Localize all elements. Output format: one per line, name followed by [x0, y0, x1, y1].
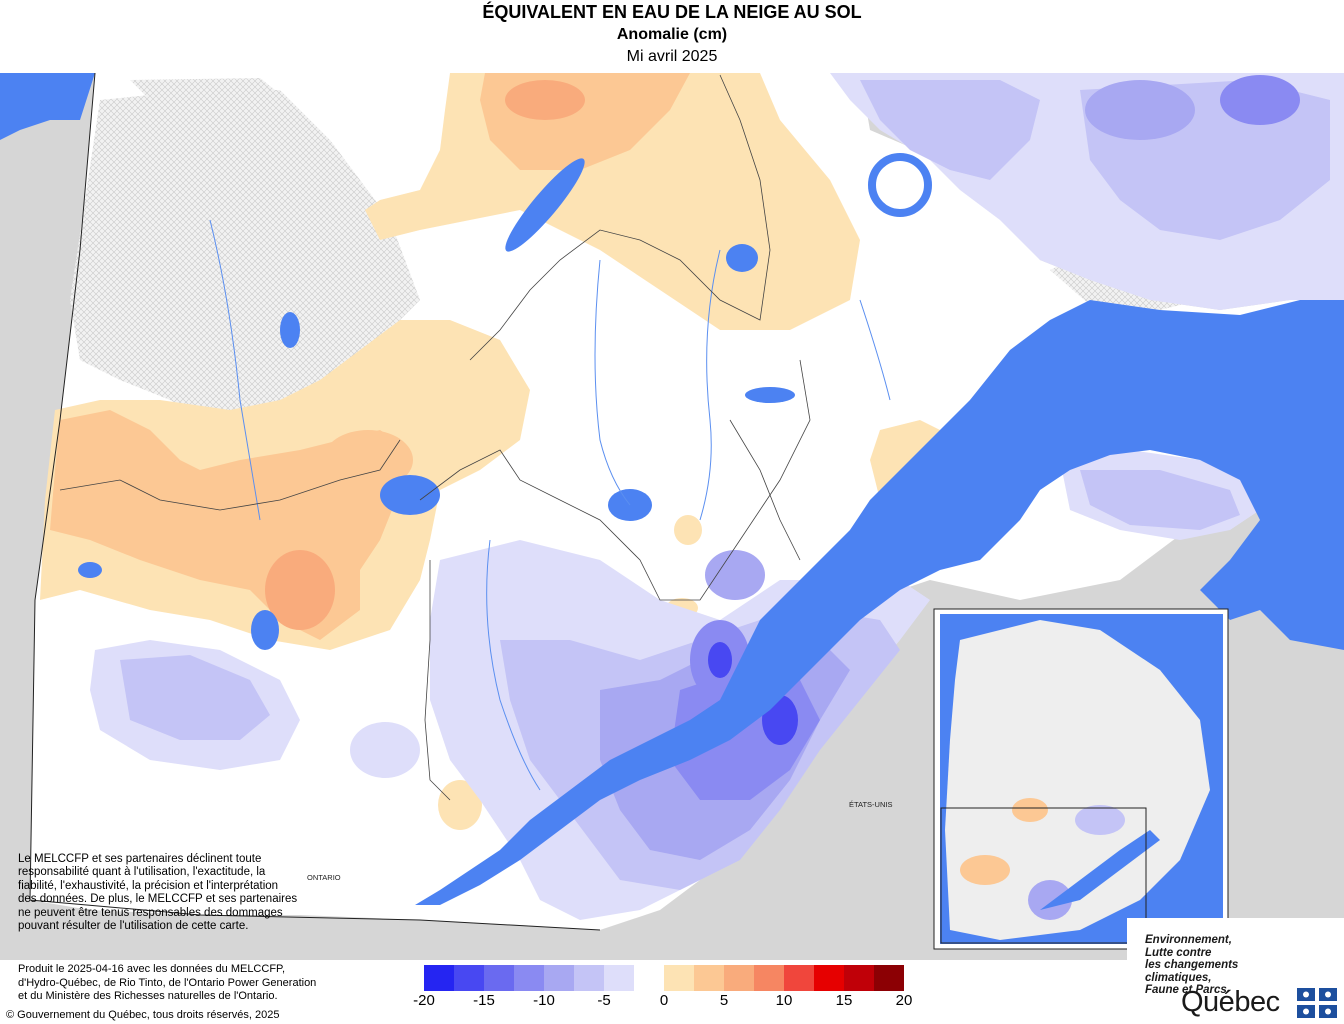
- legend-tick-label: 5: [719, 992, 729, 1009]
- ministry-line-4: climatiques,: [1145, 971, 1212, 984]
- disclaimer-text: Le MELCCFP et ses partenaires déclinent …: [18, 853, 298, 933]
- map-period: Mi avril 2025: [626, 48, 718, 65]
- quebec-wordmark: Québec: [1181, 986, 1280, 1018]
- legend-tick-label: 10: [775, 992, 793, 1009]
- watershed-boundaries: [59, 74, 811, 801]
- legend-swatch: [634, 965, 664, 991]
- copyright-text: © Gouvernement du Québec, tous droits ré…: [6, 1009, 280, 1021]
- quebec-ministry-logo: Environnement, Lutte contre les changeme…: [1127, 918, 1344, 1024]
- production-note: Produit le 2025-04-16 avec les données d…: [18, 963, 316, 1004]
- legend-swatch: [544, 965, 574, 991]
- production-line-1: Produit le 2025-04-16 avec les données d…: [18, 963, 286, 975]
- ministry-line-3: les changements: [1145, 959, 1239, 971]
- legend-tick-label: -10: [533, 992, 555, 1009]
- ontario-label: ONTARIO: [307, 873, 341, 882]
- legend-tick-label: 20: [895, 992, 913, 1009]
- snow-water-equivalent-anomaly-map: [0, 73, 1344, 960]
- hudson-bay: [0, 73, 95, 140]
- map-subtitle: Anomalie (cm): [616, 26, 728, 43]
- usa-label: ÉTATS-UNIS: [849, 800, 893, 809]
- legend-swatch: [664, 965, 694, 991]
- map-title: ÉQUIVALENT EN EAU DE LA NEIGE AU SOL: [482, 2, 862, 22]
- inset-overview-map: [933, 608, 1229, 950]
- legend-swatch: [844, 965, 874, 991]
- legend-tick-label: 15: [835, 992, 853, 1009]
- production-line-3: et du Ministère des Richesses naturelles…: [18, 990, 278, 1002]
- legend-swatch: [724, 965, 754, 991]
- legend-swatch: [874, 965, 904, 991]
- legend-swatch: [514, 965, 544, 991]
- no-data-zone-north: [130, 78, 300, 120]
- legend-swatch: [754, 965, 784, 991]
- legend-swatch: [694, 965, 724, 991]
- legend-tick-label: -15: [473, 992, 495, 1009]
- legend-swatch: [574, 965, 604, 991]
- st-lawrence-gulf: [415, 300, 1344, 905]
- legend-tick-label: -20: [413, 992, 435, 1009]
- rivers: [209, 219, 891, 791]
- legend-swatch: [424, 965, 454, 991]
- ministry-name: Environnement, Lutte contre les changeme…: [1145, 934, 1238, 997]
- legend-tick-label: 0: [659, 992, 669, 1009]
- ministry-line-5: Faune et Parcs: [1145, 984, 1227, 996]
- legend-swatch: [784, 965, 814, 991]
- production-line-2: d'Hydro-Québec, de Rio Tinto, de l'Ontar…: [18, 976, 317, 989]
- legend-swatch: [814, 965, 844, 991]
- ministry-line-1: Environnement,: [1145, 934, 1232, 946]
- no-data-zone-west: [70, 90, 420, 430]
- legend-tick-label: -5: [597, 992, 611, 1009]
- study-area-outline: [29, 73, 601, 931]
- fleur-de-lis-flag-icon: [1297, 988, 1337, 1018]
- legend-swatch: [454, 965, 484, 991]
- ministry-line-2: Lutte contre: [1145, 946, 1212, 959]
- legend-swatch: [484, 965, 514, 991]
- legend-swatch: [604, 965, 634, 991]
